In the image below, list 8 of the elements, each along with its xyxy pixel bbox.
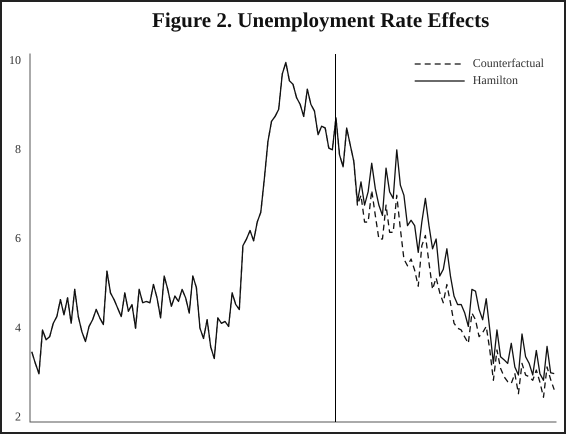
y-tick-label: 10 <box>9 52 21 67</box>
y-tick-label: 6 <box>15 231 21 246</box>
chart-title: Figure 2. Unemployment Rate Effects <box>152 8 490 33</box>
y-tick-label: 2 <box>15 410 21 424</box>
legend-label: Hamilton <box>472 73 518 88</box>
y-tick-label: 8 <box>15 142 21 156</box>
y-tick-label: 4 <box>15 320 21 334</box>
legend-label: Counterfactual <box>472 56 545 70</box>
